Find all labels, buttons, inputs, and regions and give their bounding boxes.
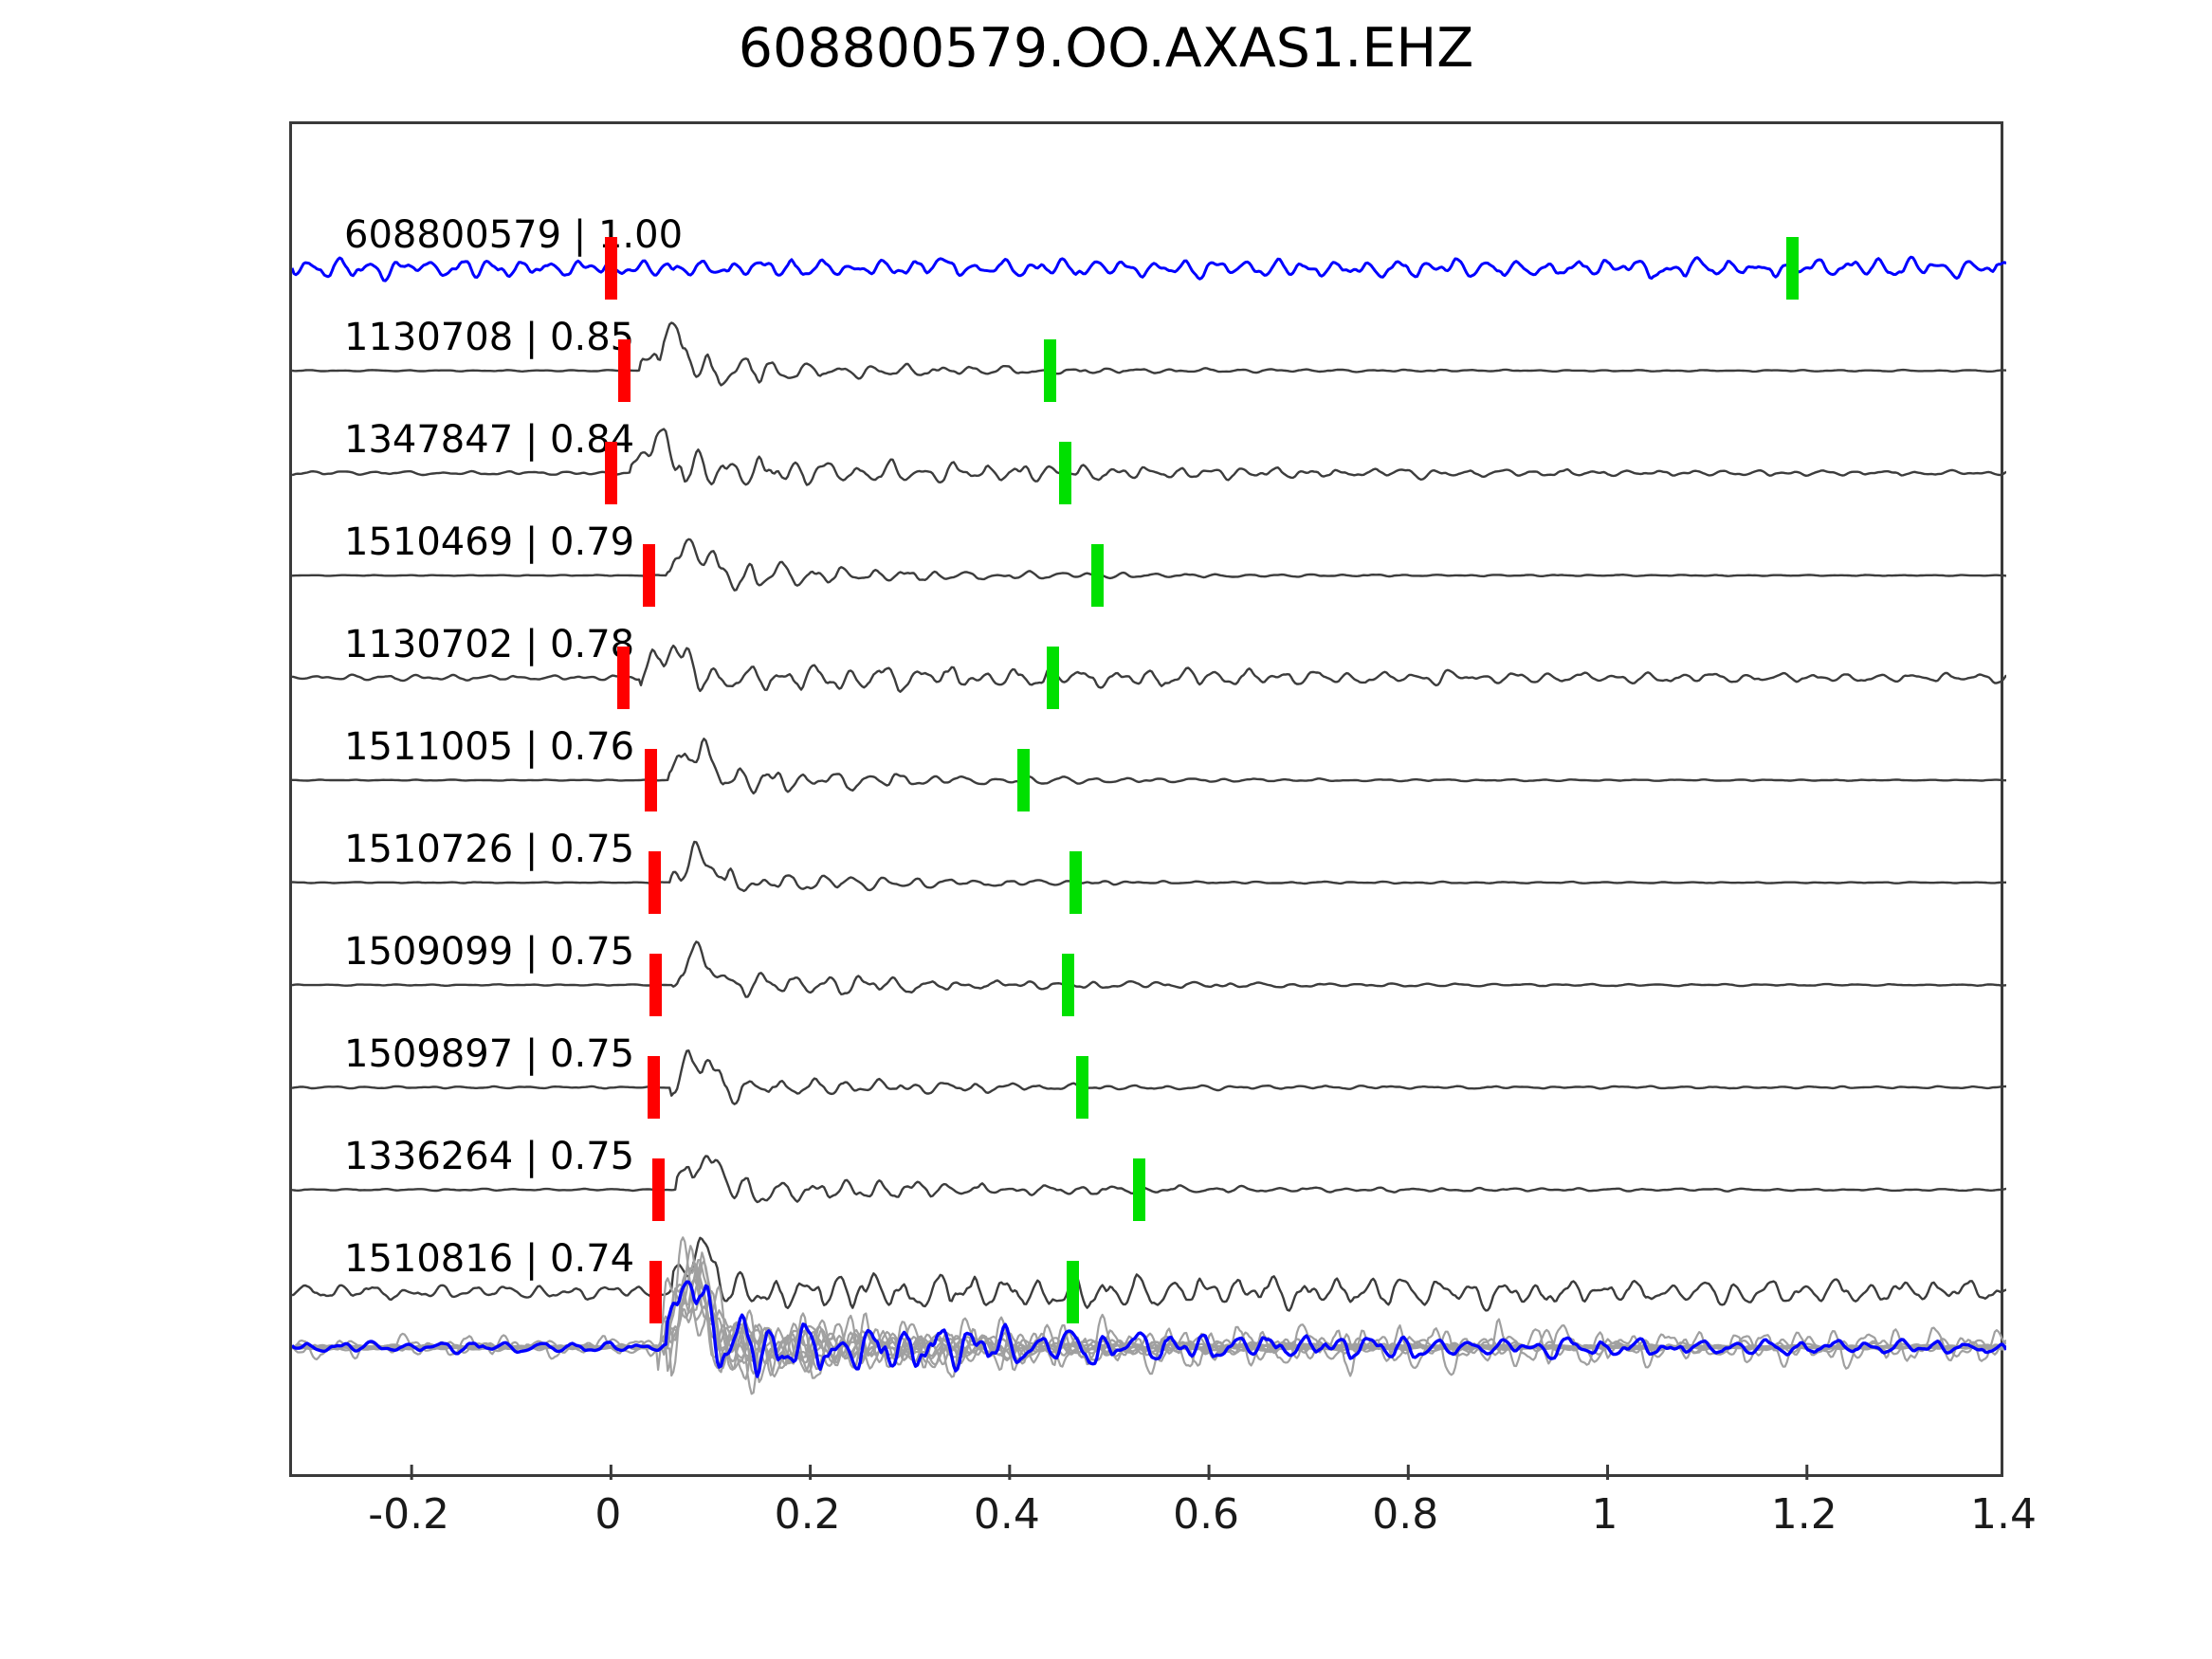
waveform-trace [292, 738, 2006, 795]
p-pick-marker [618, 339, 631, 402]
p-pick-marker [647, 1056, 660, 1119]
x-tick-label: 0.8 [1372, 1490, 1439, 1539]
s-pick-marker [1016, 749, 1030, 811]
s-pick-marker [1069, 851, 1083, 914]
s-pick-marker [1075, 1056, 1088, 1119]
trace-label: 1510469 | 0.79 [344, 520, 635, 564]
s-pick-marker [1047, 647, 1060, 709]
trace-label: 1510726 | 0.75 [344, 828, 635, 871]
waveform-trace [292, 840, 2006, 893]
trace-label: 1336264 | 0.75 [344, 1135, 635, 1178]
waveform-canvas [292, 255, 2006, 1480]
x-tick-label: 0.4 [973, 1490, 1040, 1539]
p-pick-marker [649, 1261, 662, 1323]
s-pick-marker [1786, 237, 1799, 300]
p-pick-marker [605, 442, 618, 504]
x-tick-label: 1.2 [1770, 1490, 1837, 1539]
waveform-trace [292, 1049, 2006, 1105]
trace-label: 1509897 | 0.75 [344, 1032, 635, 1076]
stack-overlay-trace [292, 1277, 2006, 1376]
trace-label: 1130702 | 0.78 [344, 623, 635, 666]
waveform-trace [292, 321, 2006, 387]
s-pick-marker [1067, 1261, 1080, 1323]
p-pick-marker [651, 1158, 665, 1221]
trace-label: 1510816 | 0.74 [344, 1237, 635, 1281]
trace-label: 1130708 | 0.85 [344, 316, 635, 359]
plot-area: 608800579 | 1.00 1130708 | 0.85 1347847 | … [289, 121, 2006, 1480]
p-pick-marker [645, 749, 658, 811]
trace-label: 608800579 | 1.00 [344, 213, 684, 257]
waveform-trace [292, 1155, 2006, 1204]
x-tick-label: 1.4 [1970, 1490, 2037, 1539]
waveform-trace [292, 1236, 2006, 1312]
p-pick-marker [605, 237, 618, 300]
stack-reference-trace [292, 1280, 2006, 1378]
x-tick-label: 0.6 [1173, 1490, 1240, 1539]
s-pick-marker [1133, 1158, 1146, 1221]
p-pick-marker [643, 544, 656, 607]
trace-label: 1347847 | 0.84 [344, 418, 635, 462]
s-pick-marker [1091, 544, 1105, 607]
waveform-trace [292, 940, 2006, 998]
stack-overlay-trace [292, 1251, 2006, 1395]
x-tick-label: -0.2 [368, 1490, 450, 1539]
waveform-trace [292, 538, 2006, 592]
x-tick-label: 0.2 [774, 1490, 841, 1539]
waveform-trace [292, 644, 2006, 693]
page-title: 608800579.OO.AXAS1.EHZ [738, 17, 1474, 80]
p-pick-marker [616, 647, 630, 709]
x-tick-label: 1 [1591, 1490, 1618, 1539]
trace-label: 1509099 | 0.75 [344, 930, 635, 974]
s-pick-marker [1058, 442, 1071, 504]
x-tick-label: 0 [594, 1490, 622, 1539]
x-axis-tick-labels: -0.2 0 0.2 0.4 0.6 0.8 1 1.2 1.4 [0, 1490, 2212, 1557]
p-pick-marker [649, 954, 662, 1016]
p-pick-marker [648, 851, 661, 914]
waveform-trace [292, 255, 2006, 283]
s-pick-marker [1061, 954, 1074, 1016]
trace-label: 1511005 | 0.76 [344, 725, 635, 769]
waveform-trace [292, 428, 2006, 486]
s-pick-marker [1043, 339, 1056, 402]
